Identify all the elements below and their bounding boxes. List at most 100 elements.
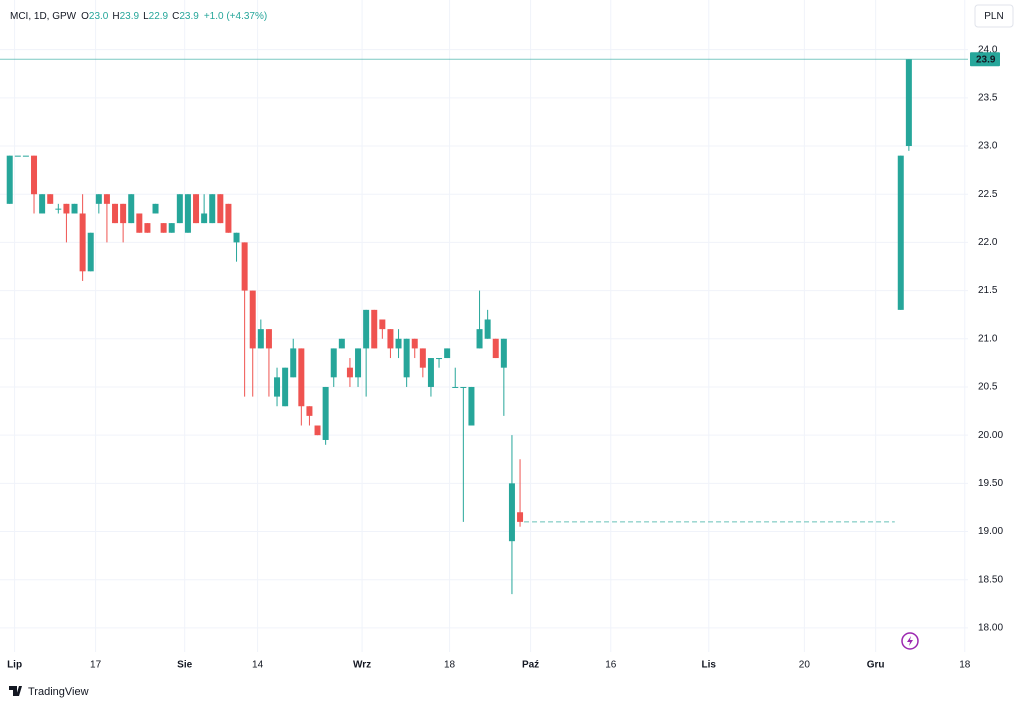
ohlc-value: 23.9 bbox=[120, 11, 140, 22]
candle-body bbox=[290, 348, 297, 378]
candle-body bbox=[274, 377, 281, 397]
x-tick-label: Gru bbox=[867, 660, 885, 671]
currency[interactable]: PLN bbox=[984, 11, 1003, 22]
candle-body bbox=[55, 208, 62, 210]
candle-body bbox=[209, 194, 216, 224]
candle-body bbox=[184, 194, 191, 233]
ohlc-value: 23.9 bbox=[179, 11, 199, 22]
candle-body bbox=[419, 348, 426, 368]
x-tick-label: 16 bbox=[605, 660, 617, 671]
x-tick-label: Sie bbox=[177, 660, 192, 671]
y-tick-label: 23.5 bbox=[978, 92, 998, 103]
brand: TradingView bbox=[28, 686, 89, 698]
ohlc-label: C bbox=[172, 11, 179, 22]
candle-body bbox=[403, 338, 410, 378]
candle-body bbox=[330, 348, 337, 378]
candle-body bbox=[338, 338, 345, 349]
y-tick-label: 19.50 bbox=[978, 478, 1003, 489]
candle-body bbox=[452, 386, 459, 388]
y-tick-label: 18.00 bbox=[978, 623, 1003, 634]
brand-logo bbox=[9, 686, 22, 696]
candle-body bbox=[476, 329, 483, 349]
candle-body bbox=[176, 194, 183, 224]
candle-body bbox=[265, 329, 272, 349]
candle-body bbox=[306, 406, 313, 416]
candle-body bbox=[95, 194, 102, 204]
y-tick-label: 21.5 bbox=[978, 285, 998, 296]
y-tick-label: 22.0 bbox=[978, 237, 998, 248]
candle-body bbox=[905, 59, 912, 147]
candle-body bbox=[152, 203, 159, 214]
grid bbox=[0, 0, 968, 652]
change: +1.0 (+4.37%) bbox=[204, 11, 267, 22]
y-tick-label: 20.00 bbox=[978, 430, 1003, 441]
candle-body bbox=[39, 194, 46, 214]
candle-body bbox=[897, 155, 904, 310]
last-price-label: 23.9 bbox=[976, 54, 996, 65]
candle-body bbox=[257, 329, 264, 349]
ohlc-label: O bbox=[81, 11, 89, 22]
candle-body bbox=[411, 338, 418, 349]
candle-body bbox=[6, 155, 13, 204]
candle-body bbox=[484, 319, 491, 339]
candle-body bbox=[144, 223, 151, 233]
currency-button[interactable] bbox=[974, 4, 1014, 28]
candle-body bbox=[314, 425, 321, 436]
candle-body bbox=[47, 194, 54, 204]
candle-body bbox=[379, 319, 386, 330]
candle-body bbox=[346, 367, 353, 378]
candle-body bbox=[14, 155, 21, 157]
x-tick-label: Wrz bbox=[353, 660, 371, 671]
x-tick-label: 14 bbox=[252, 660, 264, 671]
candle-body bbox=[395, 338, 402, 349]
candle-body bbox=[322, 386, 329, 440]
y-tick-label: 20.5 bbox=[978, 382, 998, 393]
candle-body bbox=[371, 309, 378, 349]
candle-body bbox=[233, 232, 240, 243]
candle-body bbox=[460, 386, 467, 388]
header: MCI, 1D, GPW O23.0 H23.9 L22.9 C23.9 +1.0 (+4… bbox=[10, 11, 267, 22]
ohlc-label: L bbox=[143, 11, 149, 22]
candle-body bbox=[225, 203, 232, 233]
x-tick-label: 18 bbox=[444, 660, 456, 671]
candle-body bbox=[112, 203, 119, 224]
event-icon-bolt bbox=[907, 636, 913, 646]
candle-body bbox=[63, 203, 70, 214]
candle-body bbox=[517, 512, 524, 522]
ohlc: O23.0 H23.9 L22.9 C23.9 bbox=[81, 11, 199, 22]
ohlc-label: H bbox=[112, 11, 119, 22]
candle-body bbox=[128, 194, 135, 224]
x-tick-label: 17 bbox=[90, 660, 102, 671]
candle-body bbox=[217, 194, 224, 224]
candle-body bbox=[71, 203, 78, 214]
candle-body bbox=[427, 358, 434, 387]
symbol: MCI, 1D, GPW bbox=[10, 11, 77, 22]
candle-body bbox=[168, 223, 175, 233]
candle-body bbox=[436, 358, 443, 360]
ohlc-value: 22.9 bbox=[149, 11, 169, 22]
candle-body bbox=[363, 309, 370, 349]
ohlc-value: 23.0 bbox=[89, 11, 109, 22]
candle-body bbox=[298, 348, 305, 407]
candle-body bbox=[355, 348, 362, 378]
candle-body bbox=[241, 242, 248, 291]
x-tick-label: Lis bbox=[702, 660, 717, 671]
plot bbox=[0, 58, 968, 595]
candle-body bbox=[120, 203, 127, 224]
candle-body bbox=[31, 155, 38, 195]
x-tick-label: Paź bbox=[522, 660, 539, 671]
candle-body bbox=[79, 213, 86, 272]
y-tick-label: 22.5 bbox=[978, 189, 998, 200]
candle-body bbox=[87, 232, 94, 272]
y-tick-label: 23.0 bbox=[978, 141, 998, 152]
candle-body bbox=[201, 213, 208, 224]
candle-body bbox=[249, 290, 256, 349]
candle-body bbox=[492, 338, 499, 359]
x-tick-label: 20 bbox=[799, 660, 811, 671]
y-tick-label: 21.0 bbox=[978, 333, 998, 344]
candle-body bbox=[468, 386, 475, 426]
y-tick-label: 19.00 bbox=[978, 526, 1003, 537]
y-tick-label: 24.0 bbox=[978, 44, 998, 55]
